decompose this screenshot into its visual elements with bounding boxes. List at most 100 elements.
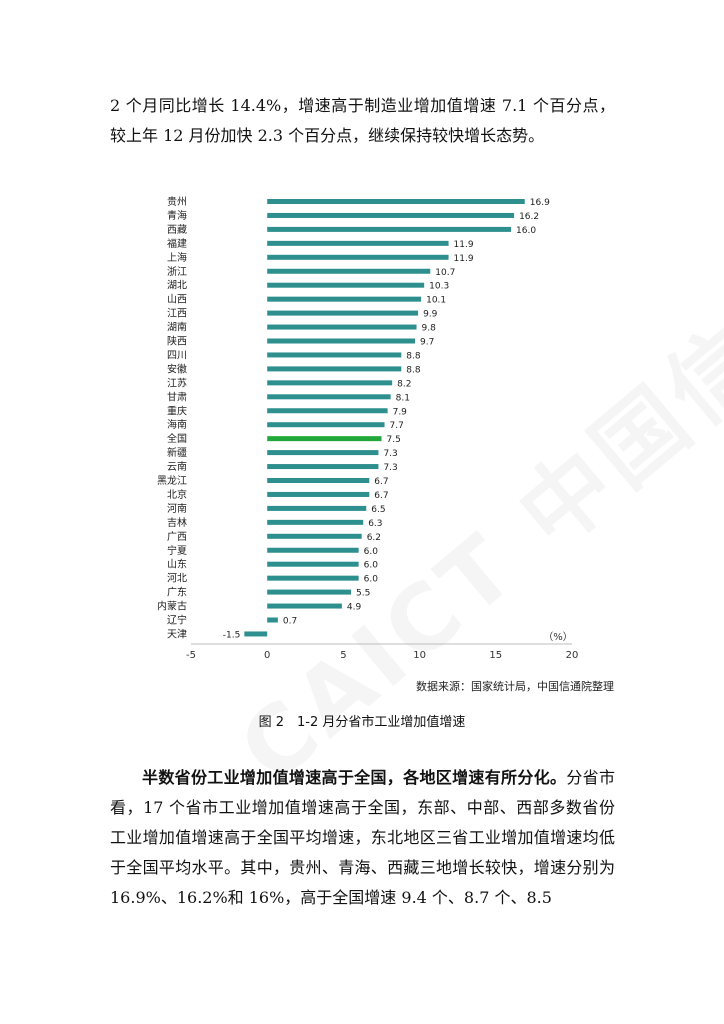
data-label: 7.3 bbox=[383, 449, 397, 459]
bar bbox=[267, 324, 417, 330]
x-tick-label: 5 bbox=[340, 650, 346, 661]
bar bbox=[267, 603, 342, 609]
category-label: 广西 bbox=[167, 531, 187, 543]
category-label: 吉林 bbox=[167, 516, 187, 529]
unit-label: （%） bbox=[543, 631, 573, 643]
category-label: 黑龙江 bbox=[157, 474, 187, 487]
category-label: 西藏 bbox=[167, 224, 187, 236]
category-label: 北京 bbox=[167, 488, 187, 501]
data-label: 8.8 bbox=[406, 351, 421, 361]
bar bbox=[267, 436, 382, 442]
data-label: 6.3 bbox=[368, 519, 382, 529]
x-tick-label: 20 bbox=[566, 650, 579, 661]
category-label: 云南 bbox=[167, 460, 187, 473]
data-label: 16.9 bbox=[530, 198, 550, 208]
category-label: 湖北 bbox=[167, 280, 187, 292]
category-label: 湖南 bbox=[167, 321, 187, 334]
bar bbox=[267, 254, 449, 260]
data-label: 9.8 bbox=[422, 324, 437, 334]
category-label: 山西 bbox=[167, 294, 187, 306]
data-label: 6.0 bbox=[364, 575, 379, 585]
bar bbox=[267, 478, 370, 483]
category-label: 辽宁 bbox=[167, 614, 187, 627]
category-label: 青海 bbox=[167, 209, 187, 222]
bar bbox=[267, 408, 388, 414]
data-label: 6.0 bbox=[364, 561, 379, 571]
data-label: 8.1 bbox=[396, 393, 410, 403]
bar bbox=[267, 422, 385, 428]
data-label: 6.0 bbox=[364, 547, 379, 557]
body-paragraph: 半数省份工业增加值增速高于全国，各地区增速有所分化。分省市看，17 个省市工业增… bbox=[110, 763, 615, 913]
data-label: 6.7 bbox=[374, 491, 388, 501]
bar bbox=[267, 212, 515, 218]
bar bbox=[244, 631, 268, 637]
data-label: 9.9 bbox=[423, 310, 438, 320]
body-lead-sentence: 半数省份工业增加值增速高于全国，各地区增速有所分化。 bbox=[142, 768, 567, 787]
data-label: 6.7 bbox=[374, 477, 388, 487]
category-label: 江西 bbox=[167, 308, 187, 320]
category-label: 山东 bbox=[167, 558, 187, 571]
x-tick-label: 15 bbox=[489, 650, 502, 661]
x-tick-label: -5 bbox=[186, 650, 196, 661]
category-label: 贵州 bbox=[167, 195, 187, 208]
data-label: 16.2 bbox=[519, 212, 539, 222]
category-label: 江苏 bbox=[167, 376, 187, 389]
data-label: 6.5 bbox=[371, 505, 385, 515]
body-text: 分省市看，17 个省市工业增加值增速高于全国，东部、中部、西部多数省份工业增加值… bbox=[110, 768, 615, 907]
category-label: 陕西 bbox=[167, 335, 187, 348]
bar bbox=[267, 491, 370, 497]
bar bbox=[267, 617, 278, 623]
category-label: 内蒙古 bbox=[157, 600, 187, 613]
data-label: 7.5 bbox=[387, 435, 401, 445]
bar bbox=[267, 226, 512, 232]
category-label: 宁夏 bbox=[167, 544, 187, 557]
bar bbox=[267, 366, 402, 372]
data-label: 11.9 bbox=[454, 240, 474, 250]
x-tick-label: 0 bbox=[264, 650, 270, 661]
bar bbox=[267, 505, 367, 511]
data-label: 8.8 bbox=[406, 365, 421, 375]
bar bbox=[267, 338, 416, 344]
x-tick-label: 10 bbox=[413, 650, 426, 661]
data-label: 5.5 bbox=[356, 589, 370, 599]
bar bbox=[267, 296, 422, 302]
bar bbox=[267, 589, 352, 595]
data-label: 9.7 bbox=[420, 338, 434, 348]
bar bbox=[267, 519, 364, 525]
data-label: 0.7 bbox=[283, 617, 297, 627]
bar bbox=[267, 282, 425, 288]
data-label: 8.2 bbox=[397, 379, 411, 389]
category-label: 新疆 bbox=[167, 446, 187, 459]
intro-paragraph: 2 个月同比增长 14.4%，增速高于制造业增加值增速 7.1 个百分点，较上年… bbox=[110, 96, 615, 145]
category-label: 天津 bbox=[167, 628, 187, 640]
category-label: 浙江 bbox=[167, 266, 187, 278]
data-label: 4.9 bbox=[347, 603, 362, 613]
bar bbox=[267, 464, 379, 470]
category-label: 安徽 bbox=[167, 362, 187, 375]
category-label: 海南 bbox=[167, 418, 187, 431]
data-label: 11.9 bbox=[454, 254, 474, 264]
bar bbox=[267, 547, 359, 553]
category-label: 上海 bbox=[167, 251, 187, 264]
bar bbox=[267, 394, 391, 400]
data-label: 10.7 bbox=[435, 268, 455, 278]
bar bbox=[267, 240, 449, 246]
data-label: 10.3 bbox=[429, 282, 449, 292]
category-label: 四川 bbox=[167, 350, 187, 361]
data-label: 7.3 bbox=[383, 463, 397, 473]
bar bbox=[267, 380, 393, 386]
bar bbox=[267, 310, 419, 316]
bar bbox=[267, 352, 402, 358]
category-label: 河北 bbox=[167, 573, 187, 585]
data-label: 7.7 bbox=[390, 421, 404, 431]
category-label: 重庆 bbox=[167, 404, 187, 417]
category-label: 福建 bbox=[167, 237, 187, 250]
bar bbox=[267, 268, 431, 274]
province-growth-chart: -5 0 5 10 15 20 （%） 贵州 16.9 青海 16.2 西藏 16.0 福建 11.9 上海 1… bbox=[157, 195, 579, 661]
bar bbox=[267, 561, 359, 567]
data-label: 16.0 bbox=[516, 226, 536, 236]
category-label: 河南 bbox=[167, 502, 187, 515]
bar bbox=[267, 533, 362, 539]
data-label: -1.5 bbox=[223, 630, 241, 640]
bar bbox=[267, 199, 525, 204]
